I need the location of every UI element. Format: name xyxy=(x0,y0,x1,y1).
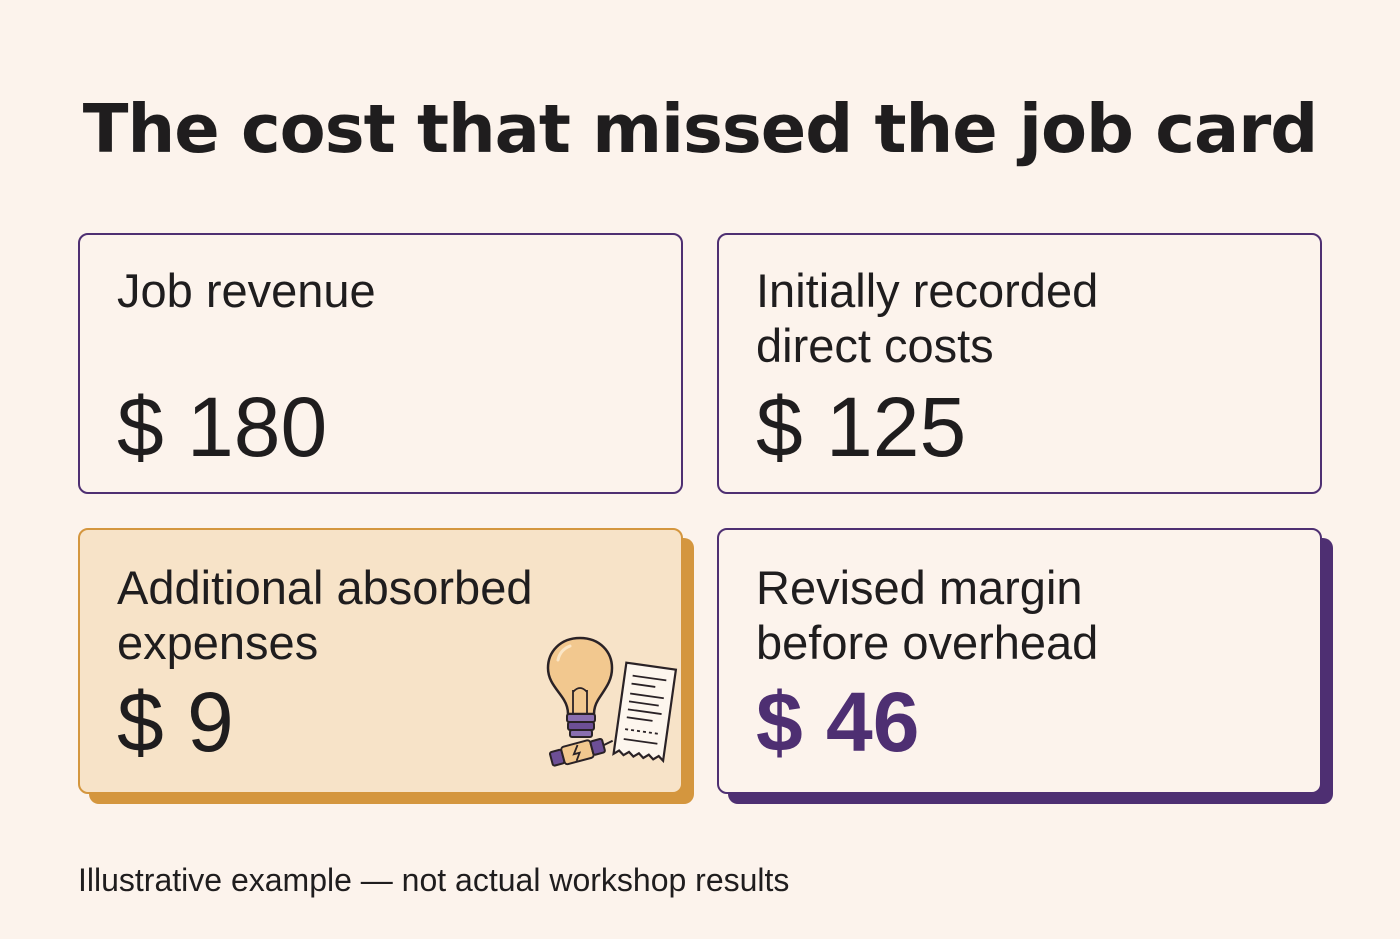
recorded-costs-label-line1: Initially recorded xyxy=(756,264,1099,317)
absorbed-expenses-card: Additional absorbed expenses $ 9 xyxy=(78,528,683,794)
absorbed-expenses-label-line1: Additional absorbed xyxy=(117,561,533,614)
job-revenue-card: Job revenue $ 180 xyxy=(78,233,683,494)
expenses-illustration xyxy=(546,636,678,767)
recorded-costs-value: $ 125 xyxy=(756,380,967,474)
absorbed-expenses-value: $ 9 xyxy=(117,675,234,769)
job-revenue-value: $ 180 xyxy=(117,380,328,474)
absorbed-expenses-label-line2: expenses xyxy=(117,616,319,669)
recorded-costs-card: Initially recorded direct costs $ 125 xyxy=(717,233,1322,494)
receipt-icon xyxy=(612,661,678,764)
absorbed-expenses-label: Additional absorbed expenses xyxy=(117,560,532,670)
lightbulb-icon xyxy=(546,636,614,738)
revised-margin-label: Revised margin before overhead xyxy=(756,560,1098,670)
revised-margin-label-line1: Revised margin xyxy=(756,561,1083,614)
fuse-icon xyxy=(548,737,614,767)
revised-margin-label-line2: before overhead xyxy=(756,616,1099,669)
recorded-costs-label-line2: direct costs xyxy=(756,319,994,372)
job-revenue-label: Job revenue xyxy=(117,264,376,317)
recorded-costs-label: Initially recorded direct costs xyxy=(756,263,1098,373)
page-title: The cost that missed the job card xyxy=(82,90,1318,168)
revised-margin-card: Revised margin before overhead $ 46 xyxy=(717,528,1322,794)
revised-margin-value: $ 46 xyxy=(756,675,920,769)
footnote: Illustrative example — not actual worksh… xyxy=(78,862,790,898)
